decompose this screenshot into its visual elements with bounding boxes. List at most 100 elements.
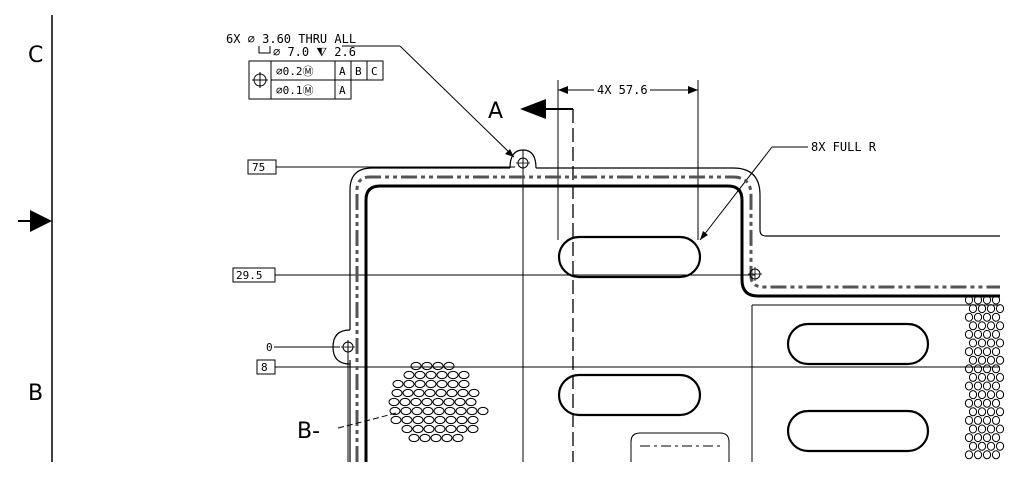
- vent-hole: [991, 364, 1001, 374]
- vent-hole: [991, 415, 1001, 425]
- vent-hole: [422, 406, 434, 416]
- vent-hole: [458, 370, 470, 380]
- vent-hole: [968, 441, 978, 451]
- zone-arrow-icon: [18, 210, 52, 232]
- vent-hole: [392, 379, 404, 389]
- svg-text:29.5: 29.5: [236, 269, 263, 282]
- vent-hole: [991, 347, 1001, 357]
- vent-hole: [467, 415, 479, 425]
- vent-hole: [977, 355, 987, 365]
- svg-text:75: 75: [252, 161, 265, 174]
- vent-hole: [982, 381, 992, 391]
- vent-hole: [982, 415, 992, 425]
- vent-hole: [991, 381, 1001, 391]
- vent-hole: [447, 370, 459, 380]
- vent-hole: [412, 415, 424, 425]
- vent-hole: [991, 433, 1001, 443]
- vent-hole: [414, 379, 426, 389]
- fcf-datum-b: B: [355, 65, 362, 78]
- feature-control-frame: ⌀0.2Ⓜ A B C ⌀0.1Ⓜ A: [248, 60, 384, 100]
- vent-hole: [421, 397, 433, 407]
- vent-hole: [964, 295, 974, 305]
- vent-hole: [443, 397, 455, 407]
- vent-hole: [995, 407, 1005, 417]
- section-b-label: B-: [297, 419, 320, 444]
- vent-hole: [430, 433, 442, 443]
- vent-hole: [423, 424, 435, 434]
- vent-hole: [968, 321, 978, 331]
- vent-hole: [977, 338, 987, 348]
- section-a-cut-line: A: [488, 99, 574, 462]
- vent-hole: [466, 406, 478, 416]
- vent-pattern-right: [964, 295, 1005, 460]
- full-radius-label: 8X FULL R: [811, 140, 877, 154]
- mounting-hole-right: [748, 267, 762, 281]
- vent-hole: [432, 361, 444, 371]
- part-outline-phantom: [355, 175, 1000, 462]
- vent-hole: [964, 433, 974, 443]
- vent-hole: [456, 424, 468, 434]
- vent-hole: [403, 379, 415, 389]
- vent-hole: [964, 398, 974, 408]
- vent-hole: [986, 441, 996, 451]
- ordinate-75: 75: [247, 159, 515, 175]
- vent-hole: [982, 433, 992, 443]
- vent-hole: [982, 364, 992, 374]
- vent-hole: [401, 415, 413, 425]
- vent-hole: [986, 321, 996, 331]
- vent-hole: [968, 390, 978, 400]
- zone-label-b: B: [28, 381, 43, 406]
- zone-label-c: C: [28, 43, 43, 68]
- vent-hole: [390, 415, 402, 425]
- slot-upper-left: [557, 235, 702, 279]
- vent-hole: [982, 312, 992, 322]
- vent-hole: [977, 441, 987, 451]
- vent-hole: [973, 398, 983, 408]
- vent-hole: [995, 390, 1005, 400]
- vent-hole: [391, 388, 403, 398]
- vent-hole: [995, 338, 1005, 348]
- vent-hole: [467, 424, 479, 434]
- vent-hole: [995, 441, 1005, 451]
- vent-hole: [423, 415, 435, 425]
- vent-hole: [389, 406, 401, 416]
- vent-hole: [411, 406, 423, 416]
- vent-hole: [991, 295, 1001, 305]
- vent-hole: [477, 406, 489, 416]
- vent-hole: [446, 388, 458, 398]
- vent-hole: [991, 398, 1001, 408]
- vent-hole: [968, 407, 978, 417]
- fcf-datum-a-1: A: [339, 65, 346, 78]
- vent-hole: [973, 450, 983, 460]
- vent-hole: [421, 361, 433, 371]
- vent-hole: [968, 372, 978, 382]
- counterbore-symbol-icon: [258, 46, 271, 54]
- ordinate-8: 8: [256, 359, 1000, 375]
- ordinate-0: 0: [266, 341, 340, 354]
- vent-hole: [991, 450, 1001, 460]
- vent-hole: [973, 381, 983, 391]
- vent-hole: [977, 321, 987, 331]
- vent-hole: [995, 355, 1005, 365]
- vent-hole: [452, 433, 464, 443]
- svg-text:0: 0: [266, 341, 273, 354]
- bottom-pad-outline: [630, 432, 730, 462]
- vent-hole: [995, 424, 1005, 434]
- vent-hole: [986, 407, 996, 417]
- vent-hole: [425, 370, 437, 380]
- vent-hole: [414, 370, 426, 380]
- vent-hole: [964, 364, 974, 374]
- vent-hole: [454, 397, 466, 407]
- vent-hole: [432, 397, 444, 407]
- vent-hole: [982, 295, 992, 305]
- vent-hole: [973, 433, 983, 443]
- vent-hole: [435, 388, 447, 398]
- vent-hole: [456, 415, 468, 425]
- vent-hole: [433, 406, 445, 416]
- vent-hole: [964, 381, 974, 391]
- vent-hole: [973, 364, 983, 374]
- vent-hole: [986, 372, 996, 382]
- vent-hole: [455, 406, 467, 416]
- vent-hole: [986, 338, 996, 348]
